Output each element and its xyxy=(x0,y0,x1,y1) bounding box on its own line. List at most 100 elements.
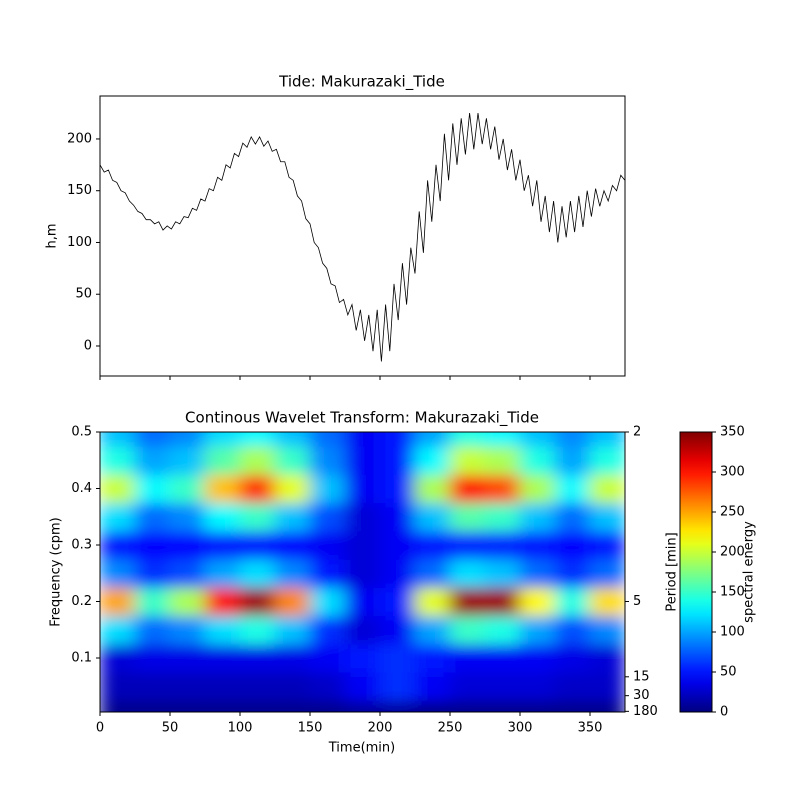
heatmap-cell xyxy=(274,558,311,588)
y-tick-label: 180 xyxy=(633,704,658,719)
colorbar-tick-label: 300 xyxy=(720,465,745,480)
heatmap-cell xyxy=(169,558,206,588)
heatmap-cell xyxy=(204,473,241,504)
heatmap xyxy=(100,432,625,712)
heatmap-cell xyxy=(449,530,486,560)
heatmap-cell xyxy=(344,530,381,560)
y-tick-label: 0.5 xyxy=(71,425,92,440)
colorbar-tick-label: 250 xyxy=(720,505,745,520)
heatmap-cell xyxy=(519,530,556,560)
heatmap-cell xyxy=(309,445,346,475)
heatmap-cell xyxy=(554,586,591,617)
heatmap-cell xyxy=(204,586,241,617)
heatmap-cell xyxy=(100,615,136,645)
top-y-label: h,m xyxy=(45,223,60,248)
y-tick-label: 2 xyxy=(633,425,641,440)
heatmap-cell xyxy=(379,615,416,645)
heatmap-cell xyxy=(589,643,625,673)
heatmap-cell xyxy=(239,530,276,560)
heatmap-cell xyxy=(204,671,241,701)
colorbar-tick-label: 350 xyxy=(720,425,745,440)
heatmap-cell xyxy=(100,699,136,712)
y-tick-label: 0.3 xyxy=(71,537,92,552)
heatmap-cell xyxy=(519,502,556,532)
heatmap-cell xyxy=(449,586,486,617)
y-tick-label: 200 xyxy=(67,131,92,146)
heatmap-cell xyxy=(344,615,381,645)
x-tick-label: 200 xyxy=(368,721,393,736)
heatmap-cell xyxy=(449,671,486,701)
heatmap-cell xyxy=(204,445,241,475)
heatmap-cell xyxy=(169,530,206,560)
heatmap-cell xyxy=(134,643,171,673)
heatmap-cell xyxy=(379,432,416,447)
heatmap-cell xyxy=(379,586,416,617)
heatmap-cell xyxy=(484,615,521,645)
heatmap-cell xyxy=(239,502,276,532)
heatmap-cell xyxy=(309,586,346,617)
heatmap-cell xyxy=(100,530,136,560)
heatmap-cell xyxy=(169,643,206,673)
heatmap-cell xyxy=(414,643,451,673)
colorbar-label: spectral energy xyxy=(742,521,757,623)
heatmap-cell xyxy=(169,432,206,447)
heatmap-cell xyxy=(344,502,381,532)
heatmap-cell xyxy=(274,671,311,701)
colorbar-tick-label: 150 xyxy=(720,585,745,600)
heatmap-cell xyxy=(379,473,416,504)
heatmap-cell xyxy=(309,671,346,701)
heatmap-cell xyxy=(344,432,381,447)
y-tick-label: 50 xyxy=(75,287,92,302)
heatmap-cell xyxy=(344,473,381,504)
heatmap-cell xyxy=(134,473,171,504)
heatmap-cell xyxy=(554,558,591,588)
heatmap-cell xyxy=(274,473,311,504)
y-tick-label: 30 xyxy=(633,688,650,703)
y-tick-label: 0 xyxy=(84,338,92,353)
heatmap-cell xyxy=(414,615,451,645)
heatmap-cell xyxy=(379,530,416,560)
x-tick-label: 250 xyxy=(438,721,463,736)
heatmap-cell xyxy=(589,530,625,560)
y-tick-label: 100 xyxy=(67,235,92,250)
heatmap-cell xyxy=(309,530,346,560)
heatmap-cell xyxy=(484,671,521,701)
heatmap-clip xyxy=(100,432,625,712)
heatmap-cell xyxy=(414,432,451,447)
heatmap-cell xyxy=(239,558,276,588)
heatmap-cell xyxy=(134,586,171,617)
heatmap-cell xyxy=(274,699,311,712)
heatmap-cell xyxy=(309,558,346,588)
heatmap-cell xyxy=(274,615,311,645)
y-tick-label: 15 xyxy=(633,669,650,684)
heatmap-cell xyxy=(309,643,346,673)
heatmap-cell xyxy=(379,671,416,701)
heatmap-cell xyxy=(484,699,521,712)
axes-frame xyxy=(99,95,626,377)
heatmap-cell xyxy=(414,671,451,701)
y-tick-label: 150 xyxy=(67,183,92,198)
heatmap-cell xyxy=(449,699,486,712)
heatmap-cell xyxy=(519,432,556,447)
heatmap-cell xyxy=(414,445,451,475)
heatmap-cell xyxy=(344,586,381,617)
heatmap-cell xyxy=(589,432,625,447)
heatmap-cell xyxy=(274,530,311,560)
heatmap-cell xyxy=(414,473,451,504)
heatmap-cell xyxy=(169,615,206,645)
heatmap-cell xyxy=(484,473,521,504)
heatmap-cell xyxy=(169,671,206,701)
colorbar-tick-label: 50 xyxy=(720,665,737,680)
heatmap-cell xyxy=(554,671,591,701)
y-tick-label: 0.2 xyxy=(71,594,92,609)
x-tick-label: 150 xyxy=(298,721,323,736)
heatmap-cell xyxy=(100,445,136,475)
heatmap-cell xyxy=(309,615,346,645)
colorbar-tick-label: 200 xyxy=(720,545,745,560)
heatmap-cell xyxy=(589,615,625,645)
heatmap-cell xyxy=(274,432,311,447)
heatmap-cell xyxy=(204,432,241,447)
heatmap-cell xyxy=(134,671,171,701)
heatmap-cell xyxy=(239,615,276,645)
